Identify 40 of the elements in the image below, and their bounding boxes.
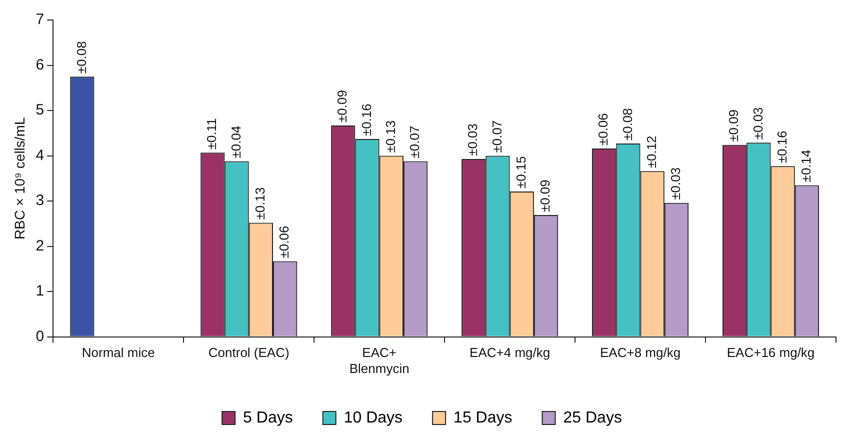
x-tick-label: EAC+16 mg/kg [726,345,815,360]
annotation: ±0.07 [407,126,422,158]
annotation: ±0.08 [74,41,89,74]
annotation: ±0.06 [596,113,611,146]
annotation: ±0.14 [798,150,814,182]
y-tick-label: 4 [36,146,44,164]
legend-label: 25 Days [563,409,622,426]
annotation: ±0.09 [538,180,553,212]
annotation: ±0.07 [489,120,504,153]
annotation: ±0.11 [204,118,220,150]
annotation: ±0.09 [726,109,742,142]
y-tick-label: 0 [36,328,44,345]
annotation: ±0.12 [644,136,659,168]
x-tick-label: Control (EAC) [208,345,290,360]
legend-label: 5 Days [243,409,293,426]
y-tick-label: 7 [36,11,44,28]
annotation: ±0.03 [668,167,684,200]
annotation: ±0.13 [382,120,398,153]
annotation: ±0.15 [513,156,528,189]
legend-label: 10 Days [344,409,403,426]
annotation: ±0.03 [465,124,480,156]
annotation: ±0.04 [228,126,244,158]
legend-label: 15 Days [454,409,512,426]
x-tick-label: Normal mice [82,345,155,360]
annotation: ±0.08 [620,108,635,141]
y-tick-label: 5 [36,102,44,119]
y-tick-label: 6 [36,56,44,74]
annotation: ±0.09 [334,90,350,122]
y-axis-title: RBC × 10⁹ cells/mL [11,117,28,240]
annotation: ±0.06 [276,226,292,258]
y-tick-label: 2 [36,237,44,254]
annotation: ±0.03 [750,107,766,140]
x-tick-label: EAC+4 mg/kg [470,345,550,360]
x-tick-label: EAC+ Blenmycin [349,345,410,376]
annotation: ±0.13 [252,187,268,220]
x-tick-label: EAC+8 mg/kg [600,345,681,360]
y-tick-label: 1 [36,282,44,300]
annotation: ±0.16 [774,130,790,164]
y-tick-label: 3 [36,192,44,210]
annotation: ±0.16 [358,104,374,136]
